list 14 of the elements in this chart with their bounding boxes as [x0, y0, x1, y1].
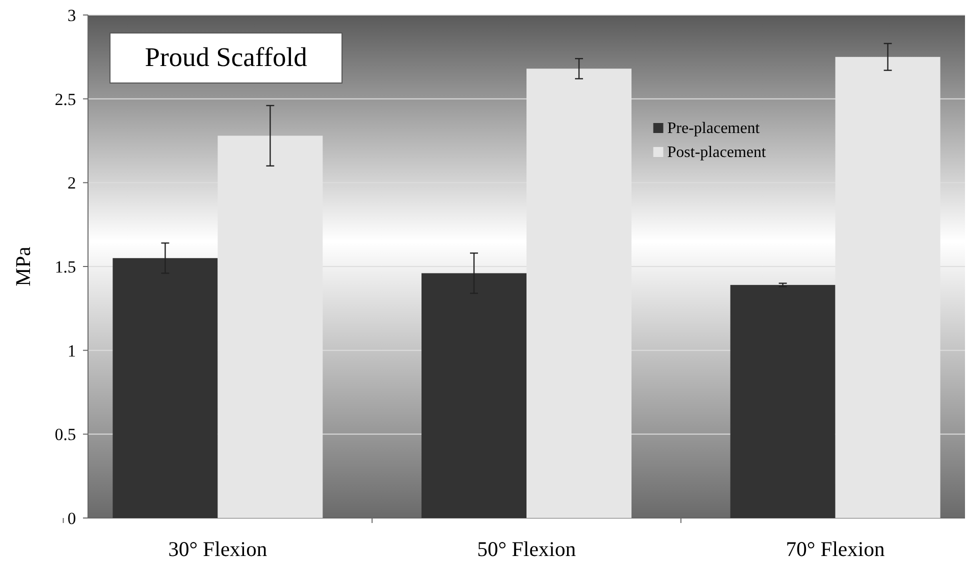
y-tick-label: 1 [68, 341, 76, 360]
y-tick-label: 2 [68, 174, 76, 193]
y-axis-title: MPa [11, 246, 35, 286]
legend-label: Post-placement [667, 144, 766, 161]
y-tick-label: 0 [68, 508, 76, 528]
y-tick-label: 2.5 [54, 90, 76, 109]
x-tick-label: 70° Flexion [786, 537, 886, 561]
x-tick-label: 30° Flexion [168, 537, 268, 561]
x-tick-label: 50° Flexion [477, 537, 576, 561]
y-tick-label: 3 [68, 6, 76, 25]
y-tick-label: 0.5 [54, 425, 76, 444]
y-tick-label: 1.5 [54, 257, 76, 276]
text: Proud Scaffold [144, 42, 308, 72]
legend-label: Pre-placement [667, 120, 760, 137]
